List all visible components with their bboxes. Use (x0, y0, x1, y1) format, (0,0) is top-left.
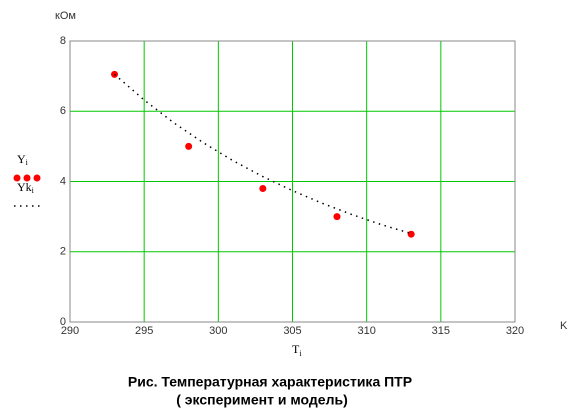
y-unit: кОм (55, 10, 76, 22)
legend-marker (33, 174, 41, 182)
y-tick-label: 4 (60, 175, 66, 187)
model-line (114, 73, 412, 235)
legend-label: Yki (17, 180, 35, 195)
caption: ( эксперимент и модель) (176, 392, 348, 408)
y-tick-label: 8 (60, 35, 66, 47)
point (185, 142, 193, 150)
point (407, 230, 415, 238)
y-tick-label: 6 (60, 105, 66, 117)
x-label-sub: i (299, 349, 302, 358)
x-unit: K (560, 320, 568, 332)
legend-name: Y (17, 152, 26, 166)
point (333, 213, 341, 221)
point (259, 185, 267, 193)
legend-label: Yi (17, 152, 29, 167)
legend-sub: i (26, 158, 29, 167)
x-tick-label: 310 (357, 325, 375, 337)
x-tick-label: 295 (135, 325, 153, 337)
x-label-text: T (292, 342, 300, 356)
y-tick-label: 2 (60, 246, 66, 258)
x-tick-label: 300 (209, 325, 227, 337)
caption: Рис. Температурная характеристика ПТР (128, 374, 412, 390)
x-tick-label: 320 (506, 325, 524, 337)
legend-marker (23, 174, 31, 182)
y-tick-label: 0 (60, 316, 66, 328)
legend-name: Yk (17, 180, 32, 194)
plot-frame (69, 40, 516, 323)
x-tick-label: 290 (61, 325, 79, 337)
x-label: Ti (292, 342, 302, 358)
x-tick-label: 305 (283, 325, 301, 337)
x-tick-label: 315 (432, 325, 450, 337)
legend-sub: i (32, 186, 35, 195)
legend-marker (13, 174, 21, 182)
